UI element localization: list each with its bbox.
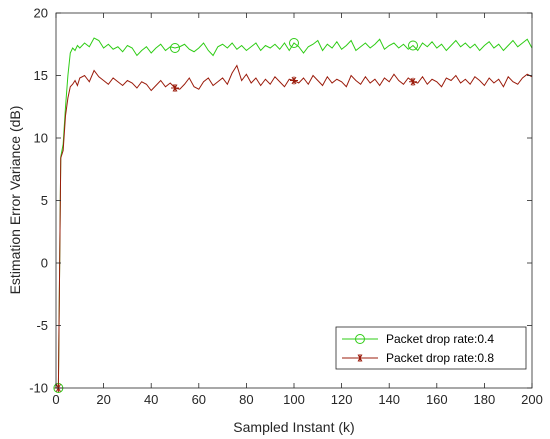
legend-marker-1	[355, 334, 365, 344]
y-axis-label: Estimation Error Variance (dB)	[7, 106, 23, 295]
legend-marker-2	[356, 354, 364, 362]
y-tick-label: 0	[41, 256, 48, 271]
x-tick-label: 180	[474, 392, 496, 407]
x-tick-label: 120	[331, 392, 353, 407]
series-line-1	[57, 37, 533, 389]
series-1-marker	[408, 40, 418, 51]
series-1-marker	[289, 38, 299, 48]
x-axis-label: Sampled Instant (k)	[233, 419, 354, 435]
series-2-marker	[409, 77, 417, 86]
x-tick-label: 0	[52, 392, 59, 407]
x-tick-label: 80	[239, 392, 253, 407]
series-line-2	[57, 64, 533, 389]
x-tick-label: 160	[426, 392, 448, 407]
y-tick-label: -5	[36, 318, 48, 333]
legend: Packet drop rate:0.4 Packet drop rate:0.8	[335, 326, 527, 370]
series-layer	[53, 37, 533, 393]
series-2-marker	[171, 84, 179, 92]
y-tick-label: 15	[34, 68, 48, 83]
x-tick-label: 200	[521, 392, 543, 407]
x-axis: 0 20 40 60 80 100 120 140 160 180 200	[52, 13, 543, 407]
y-tick-label: 5	[41, 193, 48, 208]
x-tick-label: 20	[96, 392, 110, 407]
plot-area	[56, 13, 532, 388]
series-1-marker	[170, 43, 180, 53]
legend-label-1: Packet drop rate:0.4	[386, 332, 494, 346]
y-tick-label: -10	[29, 381, 48, 396]
series-2-marker	[290, 76, 298, 85]
legend-label-2: Packet drop rate:0.8	[386, 351, 494, 365]
y-tick-label: 20	[34, 6, 48, 21]
y-axis: -10 -5 0 5 10 15 20	[29, 6, 532, 396]
x-tick-label: 40	[144, 392, 158, 407]
x-tick-label: 60	[192, 392, 206, 407]
x-tick-label: 100	[283, 392, 305, 407]
y-tick-label: 10	[34, 131, 48, 146]
legend-box	[335, 326, 527, 370]
x-tick-label: 140	[378, 392, 400, 407]
